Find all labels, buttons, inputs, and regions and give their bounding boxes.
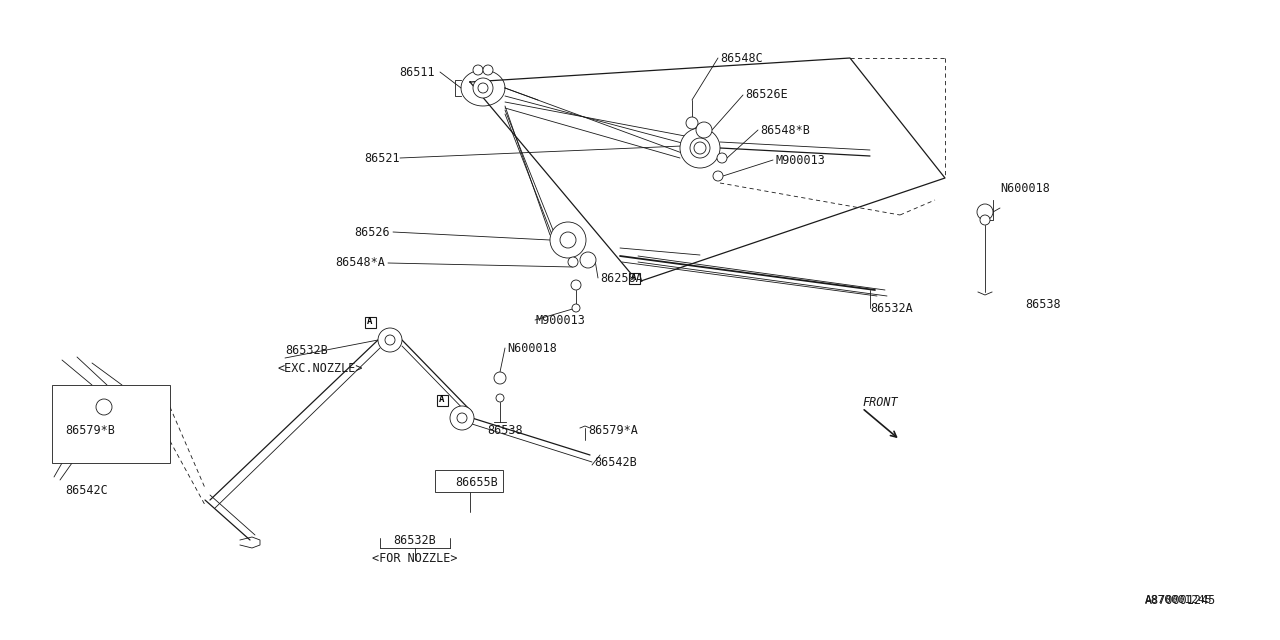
Bar [52,385,170,463]
Circle shape [561,232,576,248]
Circle shape [694,142,707,154]
Text: 86526: 86526 [355,225,390,239]
Bar [436,394,448,406]
Text: A870001245: A870001245 [1146,593,1216,607]
Text: <EXC.NOZZLE>: <EXC.NOZZLE> [278,362,364,374]
Circle shape [686,117,698,129]
Text: 86521: 86521 [365,152,399,164]
Text: 86579*A: 86579*A [588,424,637,436]
Text: 86542C: 86542C [65,483,108,497]
Circle shape [980,215,989,225]
Text: 86526E: 86526E [745,88,787,102]
Text: 86548*B: 86548*B [760,124,810,136]
Circle shape [713,171,723,181]
Text: 86532A: 86532A [870,301,913,314]
Circle shape [550,222,586,258]
Circle shape [483,65,493,75]
Text: 86538: 86538 [1025,298,1061,312]
Circle shape [680,128,719,168]
Circle shape [378,328,402,352]
Circle shape [477,83,488,93]
Text: 86579*B: 86579*B [65,424,115,436]
Text: M900013: M900013 [535,314,585,326]
Circle shape [977,204,993,220]
Text: 86258A: 86258A [600,271,643,285]
Text: M900013: M900013 [774,154,824,166]
Text: 86548C: 86548C [719,51,763,65]
Text: N600018: N600018 [507,342,557,355]
Circle shape [571,280,581,290]
Text: FRONT: FRONT [861,396,897,408]
Text: 86542B: 86542B [594,456,636,468]
Text: 86532B: 86532B [285,344,328,356]
Text: A870001245: A870001245 [1146,595,1212,605]
Circle shape [690,138,710,158]
Bar [365,317,375,328]
Text: A: A [439,396,444,404]
Text: 86548*A: 86548*A [335,257,385,269]
Circle shape [696,122,712,138]
Text: 86538: 86538 [486,424,522,436]
Text: A: A [367,317,372,326]
Circle shape [580,252,596,268]
Circle shape [497,394,504,402]
Circle shape [568,257,579,267]
Text: 86532B: 86532B [394,534,436,547]
Circle shape [451,406,474,430]
Text: <FOR NOZZLE>: <FOR NOZZLE> [372,552,458,564]
Circle shape [385,335,396,345]
Circle shape [494,372,506,384]
Circle shape [457,413,467,423]
Text: A: A [631,273,636,282]
Circle shape [96,399,113,415]
Text: N600018: N600018 [1000,182,1050,195]
Circle shape [474,78,493,98]
Text: 86655B: 86655B [454,476,498,488]
Text: 86511: 86511 [399,65,435,79]
Circle shape [717,153,727,163]
Bar [435,470,503,492]
Circle shape [572,304,580,312]
Bar [628,273,640,284]
Circle shape [474,65,483,75]
